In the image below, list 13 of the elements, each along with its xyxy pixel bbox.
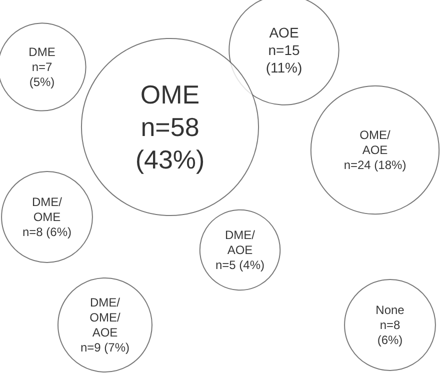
data-label: n=8 (6%) — [377, 318, 403, 347]
category-label: DME — [28, 45, 56, 59]
data-label: n=9 (7%) — [80, 340, 130, 354]
data-label: n=8 (6%) — [22, 225, 72, 239]
category-label: AOE — [269, 24, 299, 40]
data-label: n=7 (5%) — [29, 60, 55, 89]
data-label: n=15 (11%) — [266, 42, 302, 76]
category-label: OME — [140, 80, 200, 110]
data-label: n=5 (4%) — [215, 258, 265, 272]
category-label: None — [376, 303, 405, 317]
data-label: n=24 (18%) — [344, 158, 406, 172]
data-label: n=58 (43%) — [135, 112, 205, 174]
category-label: OME/AOE — [360, 128, 391, 157]
